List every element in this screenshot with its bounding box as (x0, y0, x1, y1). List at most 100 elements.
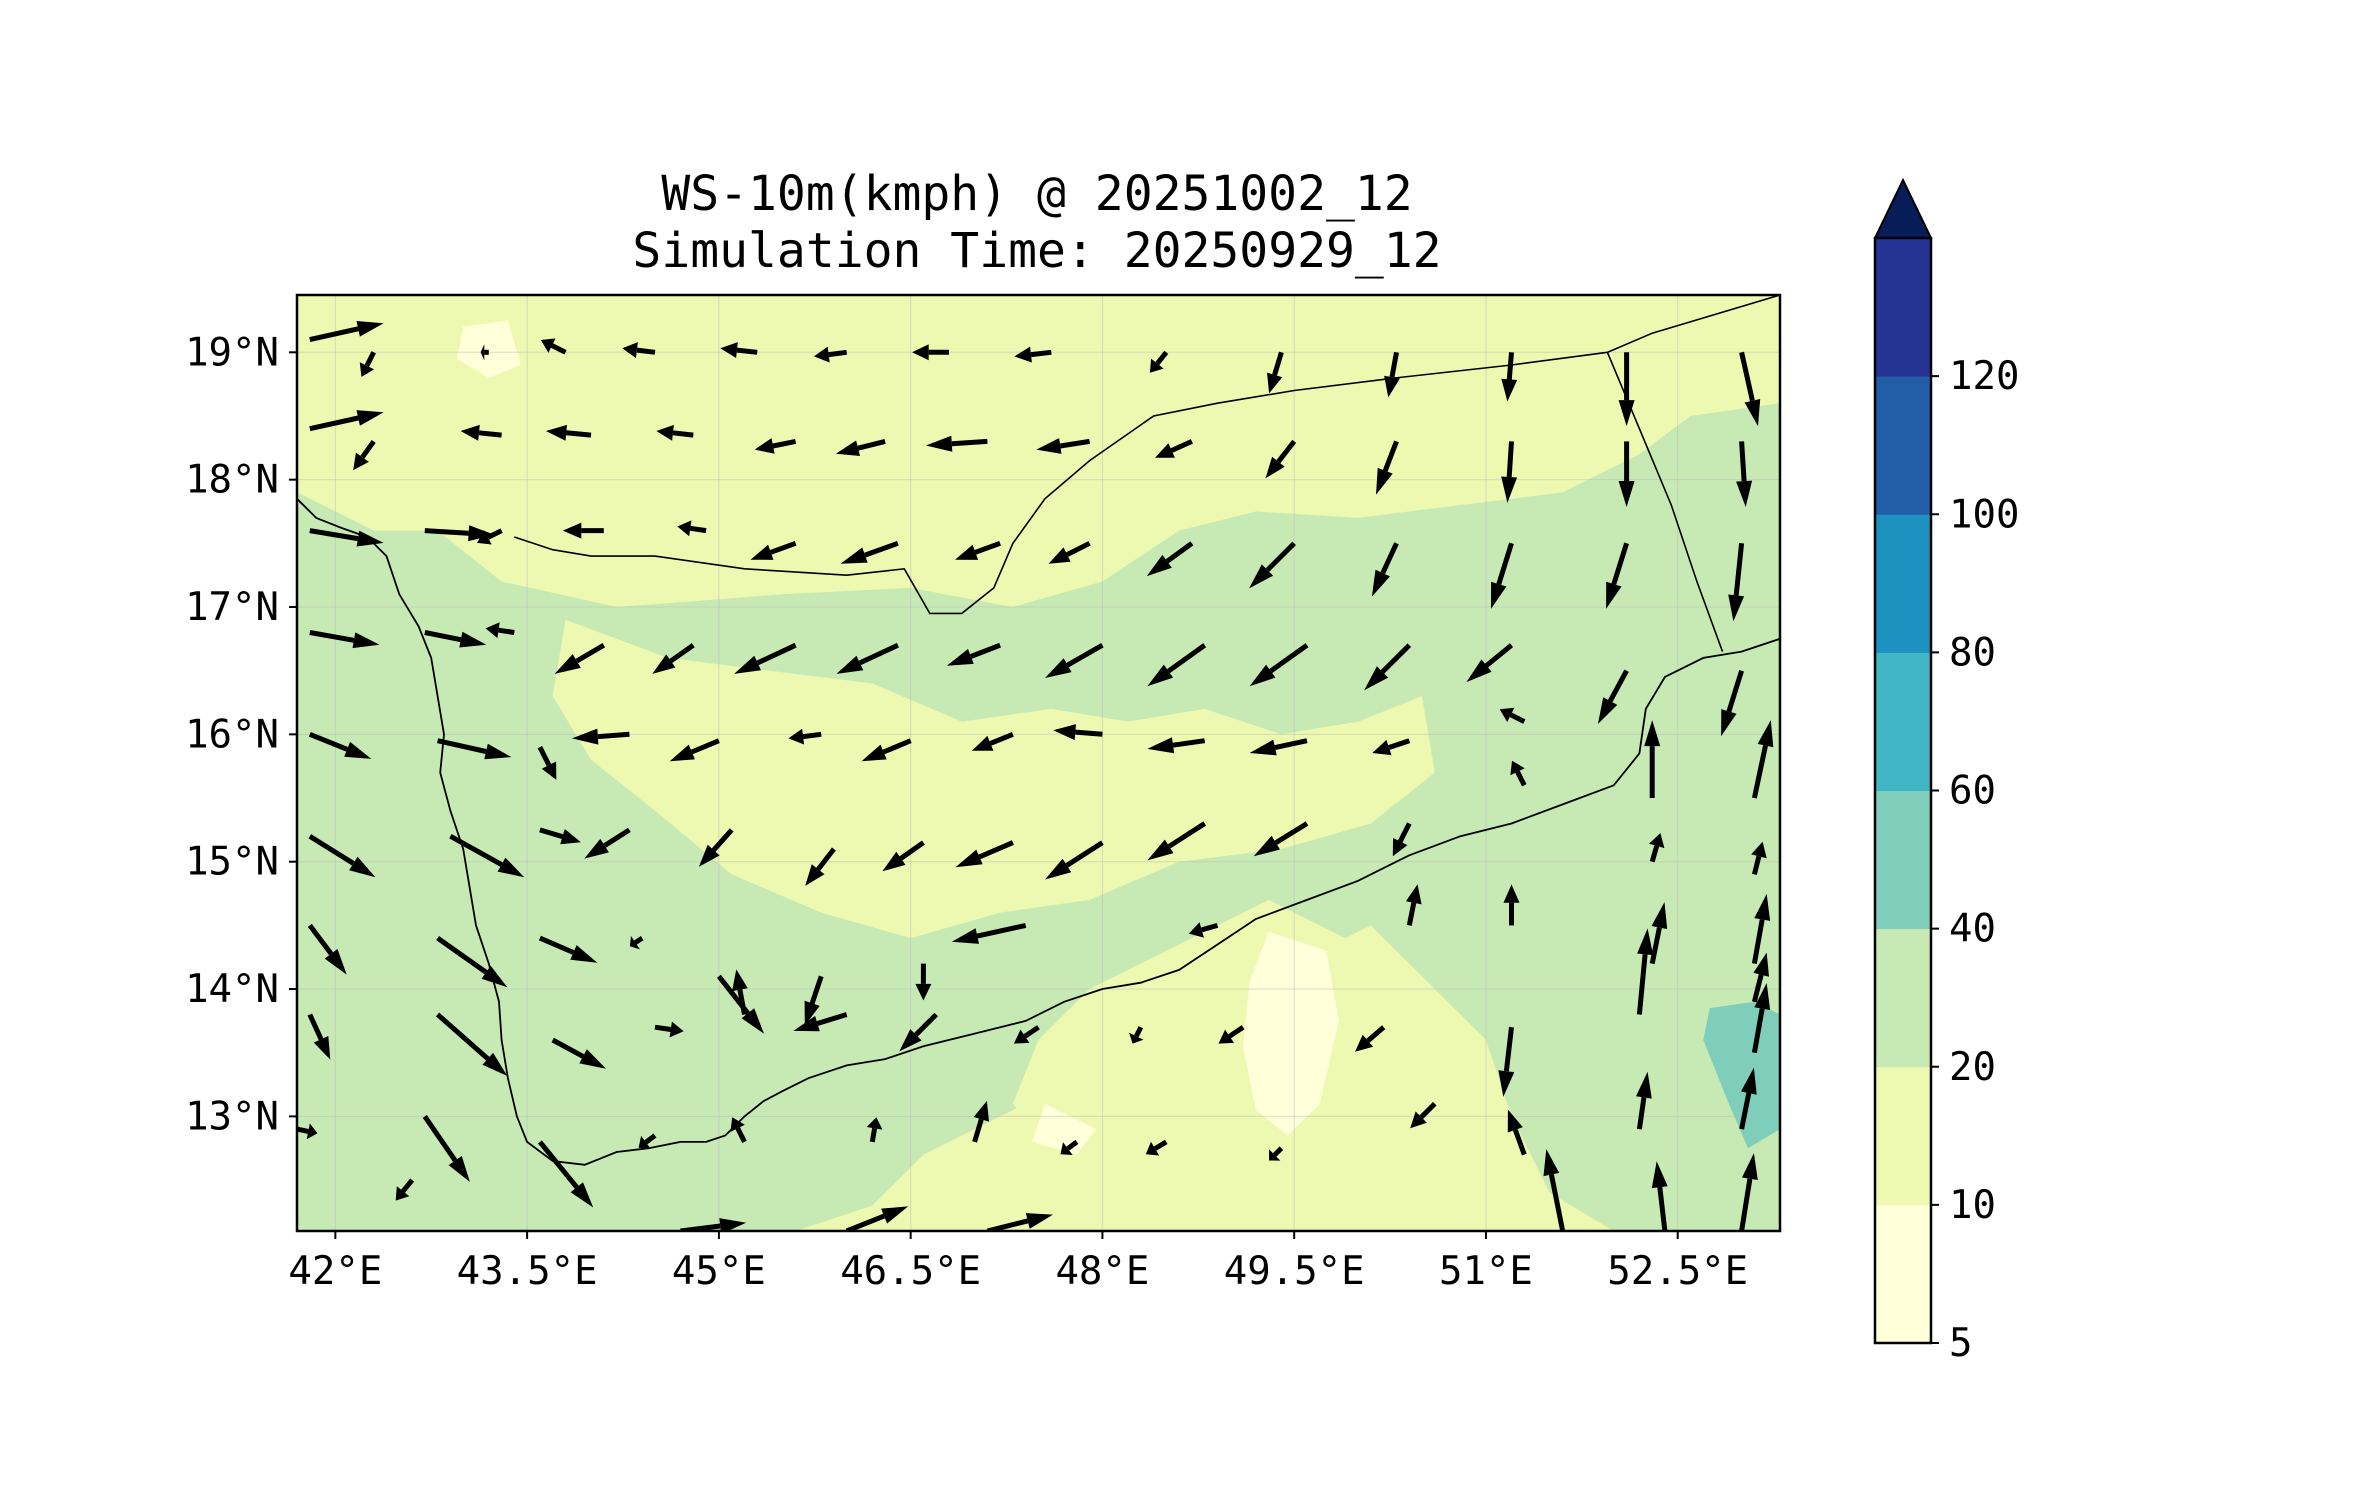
wind-arrow (622, 342, 656, 358)
y-tick-label: 14°N (185, 967, 279, 1012)
wind-arrow (754, 438, 797, 454)
latitude-axis: 19°N 18°N 17°N 16°N 15°N 14°N 13°N (185, 330, 297, 1139)
x-tick-label: 42°E (288, 1249, 382, 1294)
colorbar-tick-label: 5 (1949, 1321, 1972, 1366)
wind-arrow (537, 745, 557, 780)
y-tick-label: 17°N (185, 585, 279, 630)
wind-arrow (1249, 541, 1296, 589)
wind-arrow (1503, 884, 1520, 926)
wind-arrow (1053, 724, 1103, 741)
wind-arrow (1728, 543, 1745, 622)
wind-arrow (1405, 884, 1422, 926)
wind-arrow (971, 731, 1014, 751)
wind-arrow (1045, 643, 1104, 678)
wind-arrow (730, 1117, 747, 1144)
wind-arrow (1751, 952, 1769, 1003)
wind-arrow (1149, 350, 1169, 373)
wind-arrow (1510, 760, 1527, 787)
wind-arrow (436, 936, 508, 988)
wind-arrow (1218, 1025, 1245, 1044)
wind-arrow (951, 922, 1027, 944)
x-tick-label: 51°E (1439, 1249, 1533, 1294)
colorbar-segment (1875, 1066, 1931, 1206)
wind-arrow (986, 1213, 1053, 1231)
y-tick-label: 15°N (185, 840, 279, 885)
wind-arrow (912, 344, 949, 361)
wind-arrow (308, 834, 376, 878)
wind-arrow (1045, 840, 1104, 880)
wind-arrow (1721, 669, 1744, 737)
wind-arrow (732, 969, 748, 1015)
wind-arrow (955, 840, 1014, 868)
wind-arrow (1188, 922, 1219, 938)
wind-arrow (1751, 841, 1767, 876)
colorbar-segment (1875, 652, 1931, 791)
wind-arrow (899, 1012, 938, 1052)
wind-arrow (1498, 1026, 1515, 1097)
wind-arrow (1364, 643, 1412, 691)
x-tick-label: 43.5°E (457, 1249, 598, 1294)
wind-arrow (309, 630, 380, 649)
x-tick-label: 48°E (1055, 1249, 1149, 1294)
wind-arrow (629, 936, 644, 950)
wind-arrow (437, 738, 512, 760)
wind-arrow (424, 630, 487, 648)
wind-arrow (1253, 821, 1309, 857)
contour-region-5-10 (1243, 931, 1339, 1136)
wind-arrow (1155, 439, 1193, 458)
colorbar-segment (1875, 790, 1931, 930)
wind-arrow (1355, 1025, 1386, 1052)
wind-arrow (1618, 352, 1635, 427)
map-gridlines (297, 295, 1780, 1231)
wind-arrow (309, 321, 384, 343)
wind-arrow (395, 1178, 415, 1201)
colorbar-tick-label: 10 (1949, 1183, 1996, 1228)
colorbar-tick-label: 20 (1949, 1045, 1996, 1090)
wind-arrow (1249, 738, 1308, 756)
wind-arrow (840, 540, 899, 564)
wind-arrow (1376, 440, 1399, 495)
colorbar: 5 10 20 40 60 80 100 120 (1873, 177, 2019, 1366)
wind-arrow (307, 923, 347, 975)
wind-arrow (1145, 1139, 1168, 1156)
wind-arrow (309, 528, 384, 547)
wind-arrow (562, 522, 604, 539)
wind-arrow (1751, 720, 1774, 799)
wind-arrow (669, 738, 720, 762)
wind-arrow (1129, 1026, 1144, 1044)
wind-arrow (309, 410, 384, 432)
wind-arrow (836, 642, 899, 674)
y-tick-label: 19°N (185, 330, 279, 375)
wind-arrow (1036, 438, 1090, 454)
wind-arrow (1636, 1071, 1652, 1130)
wind-arrow (422, 1114, 470, 1182)
wind-arrow (972, 1100, 989, 1143)
wind-arrow (1751, 893, 1771, 965)
wind-arrow (1249, 643, 1309, 687)
wind-arrow (540, 338, 567, 355)
wind-arrow (1060, 1139, 1079, 1155)
wind-arrow (1392, 822, 1412, 857)
colorbar-extend-arrow (1873, 177, 1933, 239)
wind-arrow (734, 642, 797, 674)
x-tick-label: 52.5°E (1607, 1249, 1748, 1294)
wind-arrow (308, 731, 372, 759)
wind-arrow (1048, 541, 1091, 564)
longitude-axis: 42°E 43.5°E 45°E 46.5°E 48°E 49.5°E 51°E 52.5°E (288, 1231, 1748, 1294)
wind-arrow (1372, 738, 1411, 756)
y-tick-label: 13°N (185, 1094, 279, 1139)
wind-arrow (866, 1117, 883, 1143)
wind-arrow (297, 1123, 318, 1140)
wind-arrow (1371, 542, 1399, 597)
colorbar-tick-label: 60 (1949, 769, 1996, 814)
wind-arrow (1265, 439, 1297, 479)
figure-title-line-2: Simulation Time: 20250929_12 (632, 223, 1441, 279)
wind-arrow (1736, 441, 1753, 507)
wind-arrow (1384, 351, 1400, 398)
map-panel (297, 295, 1780, 1231)
wind-arrow (835, 438, 886, 456)
wind-arrow (804, 975, 824, 1026)
wind-arrow (1636, 928, 1654, 1015)
wind-arrow (480, 344, 489, 361)
